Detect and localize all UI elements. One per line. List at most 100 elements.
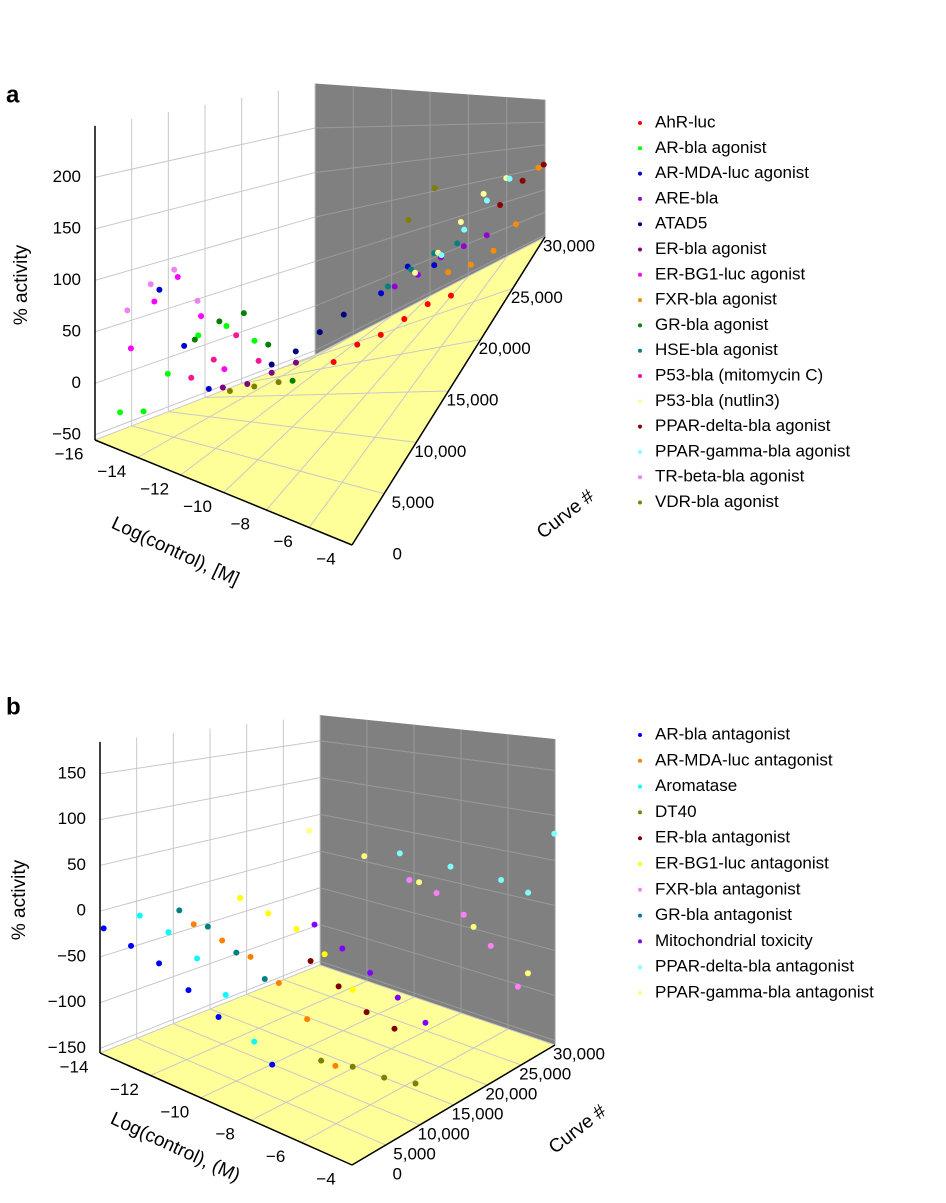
legend-marker bbox=[638, 399, 642, 404]
point bbox=[247, 953, 254, 960]
x-tick-label: −8 bbox=[231, 514, 250, 533]
x-tick-label: −16 bbox=[55, 444, 84, 463]
grid-line bbox=[319, 964, 556, 1046]
y-tick-label: 25,000 bbox=[519, 1064, 571, 1083]
grid-line bbox=[168, 411, 417, 443]
grid-line bbox=[94, 350, 316, 436]
point bbox=[497, 201, 504, 208]
point bbox=[306, 827, 313, 834]
axis-line bbox=[94, 439, 353, 546]
legend-marker bbox=[638, 810, 642, 815]
point bbox=[188, 374, 195, 381]
point bbox=[147, 281, 154, 288]
point bbox=[384, 283, 391, 290]
y-tick-label: 30,000 bbox=[543, 236, 595, 255]
point bbox=[165, 929, 172, 936]
grid-line bbox=[99, 924, 321, 1004]
legend-label: AhR-luc bbox=[655, 112, 716, 131]
point bbox=[447, 863, 454, 870]
point bbox=[311, 921, 318, 928]
legend-label: Aromatase bbox=[655, 776, 737, 795]
grid-line bbox=[173, 1023, 420, 1126]
z-tick-label: 150 bbox=[53, 218, 81, 237]
point bbox=[195, 332, 202, 339]
legend-marker bbox=[638, 939, 642, 944]
x-tick-label: −10 bbox=[183, 497, 212, 516]
point bbox=[391, 283, 398, 290]
legend-label: AR-MDA-luc agonist bbox=[655, 163, 809, 182]
grid-line bbox=[94, 172, 316, 230]
point bbox=[219, 937, 226, 944]
y-tick-label: 15,000 bbox=[447, 390, 499, 409]
point bbox=[454, 240, 461, 247]
grid-line bbox=[241, 339, 481, 384]
point bbox=[191, 336, 198, 343]
legend-marker bbox=[638, 196, 642, 201]
point bbox=[244, 380, 251, 387]
point bbox=[198, 313, 205, 320]
grid-line bbox=[319, 960, 556, 1041]
point bbox=[237, 894, 244, 901]
point bbox=[431, 262, 438, 269]
legend-label: ATAD5 bbox=[655, 214, 707, 233]
z-tick-label: 0 bbox=[77, 901, 86, 920]
grid-line bbox=[319, 740, 556, 771]
point bbox=[226, 388, 233, 395]
legend-label: GR-bla agonist bbox=[655, 315, 769, 334]
x-tick-label: −10 bbox=[160, 1102, 189, 1121]
point bbox=[498, 877, 505, 884]
legend-label: DT40 bbox=[655, 802, 697, 821]
grid-line bbox=[94, 305, 316, 384]
point bbox=[221, 366, 228, 373]
point bbox=[438, 252, 445, 259]
legend-label: GR-bla antagonist bbox=[655, 905, 792, 924]
legend-marker bbox=[638, 500, 642, 505]
z-tick-label: 50 bbox=[67, 855, 86, 874]
legend-label: AR-MDA-luc antagonist bbox=[655, 750, 833, 769]
legend-label: ARE-bla bbox=[655, 188, 719, 207]
point bbox=[551, 830, 558, 837]
y-axis-title: Curve # bbox=[533, 486, 599, 544]
point bbox=[222, 991, 229, 998]
point bbox=[318, 1057, 325, 1064]
point bbox=[394, 994, 401, 1001]
y-tick-label: 30,000 bbox=[553, 1044, 605, 1063]
x-tick-label: −6 bbox=[273, 532, 292, 551]
grid-line bbox=[209, 1008, 454, 1106]
point bbox=[461, 226, 468, 233]
grid-line bbox=[319, 813, 556, 861]
y-tick-label: 0 bbox=[393, 1164, 402, 1183]
y-tick-label: 25,000 bbox=[511, 288, 563, 307]
point bbox=[487, 942, 494, 949]
legend-label: ER-BG1-luc antagonist bbox=[655, 853, 829, 872]
legend-label: HSE-bla agonist bbox=[655, 340, 778, 359]
point bbox=[470, 923, 477, 930]
legend-marker bbox=[638, 887, 642, 892]
axis-line bbox=[99, 1052, 353, 1166]
z-axis-title: % activity bbox=[9, 859, 30, 940]
x-tick-label: −6 bbox=[266, 1147, 285, 1166]
x-axis-title: Log(control), [M] bbox=[108, 513, 242, 590]
z-tick-label: 100 bbox=[53, 270, 81, 289]
grid-line bbox=[94, 127, 316, 178]
legend-label: FXR-bla antagonist bbox=[655, 879, 801, 898]
point bbox=[445, 269, 452, 276]
point bbox=[136, 912, 143, 919]
point bbox=[255, 357, 262, 364]
floor bbox=[100, 965, 555, 1165]
grid-line bbox=[314, 144, 546, 174]
point bbox=[506, 175, 513, 182]
legend-label: PPAR-delta-bla antagonist bbox=[655, 957, 854, 976]
point bbox=[151, 298, 158, 305]
grid-line bbox=[99, 740, 321, 775]
point bbox=[174, 274, 181, 281]
grid-line bbox=[319, 777, 556, 816]
legend-marker bbox=[638, 247, 642, 252]
point bbox=[265, 341, 272, 348]
point bbox=[216, 318, 223, 325]
legend-marker bbox=[638, 449, 642, 454]
point bbox=[431, 185, 438, 192]
legend-marker bbox=[638, 475, 642, 480]
grid-line bbox=[136, 1037, 387, 1146]
legend-marker bbox=[638, 862, 642, 866]
